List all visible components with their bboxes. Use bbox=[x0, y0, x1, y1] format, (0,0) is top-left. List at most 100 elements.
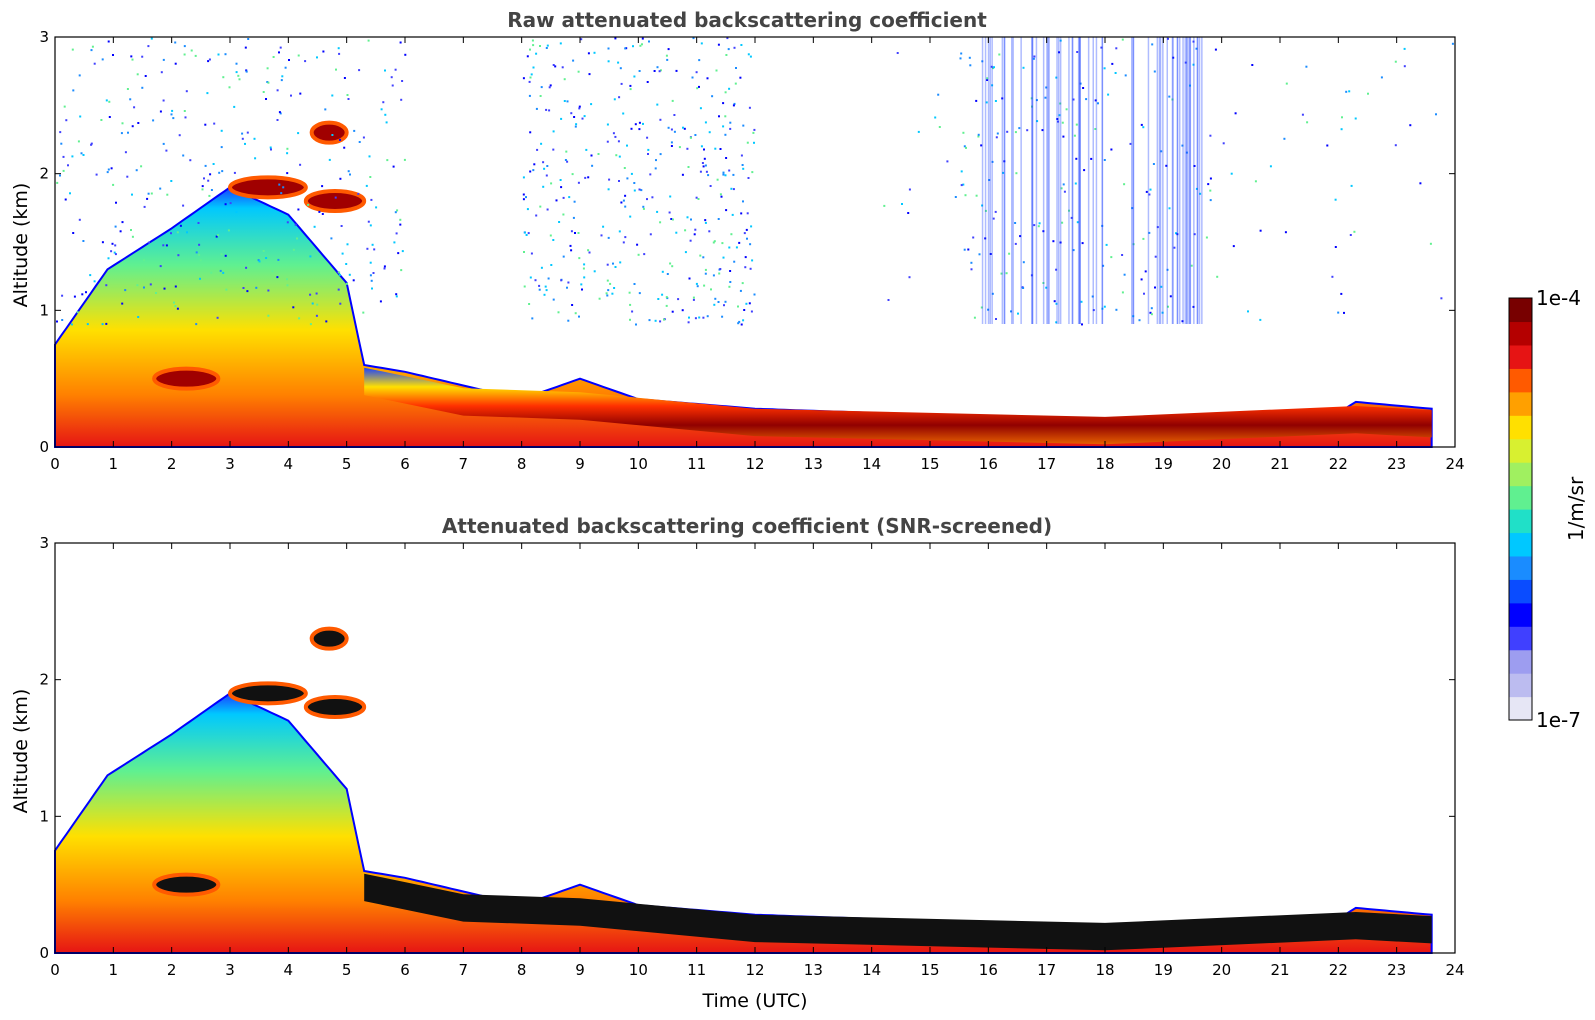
noise-column bbox=[1059, 37, 1062, 324]
noise-pixel bbox=[390, 76, 393, 79]
noise-pixel bbox=[368, 155, 371, 158]
noise-pixel bbox=[725, 209, 728, 212]
x-tick-label: 11 bbox=[687, 961, 706, 979]
x-tick-label: 7 bbox=[459, 455, 469, 473]
noise-pixel bbox=[555, 199, 558, 202]
noise-pixel bbox=[195, 323, 198, 326]
noise-pixel bbox=[174, 41, 177, 44]
noise-pixel bbox=[659, 118, 662, 121]
noise-pixel bbox=[347, 170, 350, 173]
noise-pixel bbox=[670, 128, 673, 131]
noise-pixel bbox=[994, 100, 997, 102]
noise-pixel bbox=[699, 107, 702, 110]
cloud-layer bbox=[152, 872, 221, 897]
noise-pixel bbox=[80, 152, 83, 155]
noise-pixel bbox=[722, 102, 725, 105]
noise-pixel bbox=[669, 262, 672, 265]
noise-pixel bbox=[297, 208, 300, 211]
noise-pixel bbox=[1022, 66, 1025, 69]
noise-pixel bbox=[393, 241, 396, 244]
noise-pixel bbox=[715, 69, 718, 72]
noise-pixel bbox=[646, 81, 649, 83]
noise-column bbox=[1092, 37, 1094, 324]
noise-pixel bbox=[201, 185, 204, 188]
noise-pixel bbox=[346, 94, 349, 96]
noise-pixel bbox=[1171, 98, 1174, 101]
noise-pixel bbox=[667, 126, 670, 129]
noise-pixel bbox=[534, 279, 537, 282]
noise-pixel bbox=[1045, 86, 1048, 89]
noise-pixel bbox=[630, 172, 633, 175]
noise-pixel bbox=[246, 290, 249, 293]
noise-column bbox=[1197, 37, 1199, 324]
noise-pixel bbox=[960, 170, 963, 173]
noise-pixel bbox=[1209, 199, 1212, 202]
noise-pixel bbox=[574, 312, 577, 315]
noise-pixel bbox=[1222, 142, 1225, 145]
noise-pixel bbox=[577, 181, 580, 184]
noise-pixel bbox=[1207, 183, 1210, 186]
noise-pixel bbox=[1114, 72, 1117, 74]
x-tick-label: 19 bbox=[1154, 961, 1173, 979]
noise-pixel bbox=[1121, 291, 1124, 294]
noise-pixel bbox=[742, 124, 745, 127]
noise-pixel bbox=[1160, 150, 1163, 153]
noise-pixel bbox=[90, 49, 93, 52]
noise-pixel bbox=[107, 40, 110, 43]
noise-pixel bbox=[1076, 221, 1079, 224]
noise-pixel bbox=[975, 99, 978, 102]
noise-pixel bbox=[339, 177, 342, 180]
noise-pixel bbox=[1065, 108, 1068, 111]
noise-pixel bbox=[607, 188, 610, 191]
noise-pixel bbox=[1015, 172, 1018, 175]
noise-pixel bbox=[618, 96, 621, 99]
noise-pixel bbox=[613, 98, 616, 101]
noise-pixel bbox=[729, 121, 732, 124]
noise-pixel bbox=[348, 273, 351, 276]
noise-column bbox=[1001, 37, 1004, 324]
noise-pixel bbox=[86, 323, 89, 326]
x-tick-label: 7 bbox=[459, 961, 469, 979]
noise-column bbox=[1196, 37, 1198, 324]
noise-pixel bbox=[748, 302, 751, 305]
noise-pixel bbox=[742, 319, 745, 322]
noise-pixel bbox=[659, 320, 662, 323]
x-tick-label: 6 bbox=[400, 455, 410, 473]
noise-pixel bbox=[713, 240, 716, 243]
noise-pixel bbox=[578, 315, 580, 318]
noise-pixel bbox=[960, 184, 963, 187]
noise-column bbox=[1171, 37, 1174, 324]
noise-pixel bbox=[530, 252, 533, 255]
noise-pixel bbox=[82, 154, 85, 156]
noise-pixel bbox=[1022, 261, 1025, 264]
noise-pixel bbox=[331, 134, 334, 136]
noise-pixel bbox=[267, 81, 270, 84]
noise-pixel bbox=[638, 188, 641, 191]
noise-pixel bbox=[967, 248, 970, 251]
noise-pixel bbox=[702, 316, 705, 319]
noise-pixel bbox=[322, 50, 325, 53]
noise-pixel bbox=[1269, 165, 1272, 168]
noise-pixel bbox=[619, 67, 622, 70]
noise-pixel bbox=[1045, 286, 1048, 289]
noise-pixel bbox=[208, 58, 211, 61]
noise-pixel bbox=[176, 307, 179, 310]
noise-pixel bbox=[583, 115, 586, 118]
noise-pixel bbox=[1209, 134, 1212, 137]
colorbar-max-label: 1e-4 bbox=[1536, 286, 1581, 310]
noise-pixel bbox=[225, 288, 228, 291]
noise-pixel bbox=[286, 221, 289, 224]
noise-pixel bbox=[1305, 65, 1308, 68]
noise-pixel bbox=[581, 288, 583, 291]
noise-pixel bbox=[577, 70, 580, 73]
noise-pixel bbox=[309, 323, 312, 326]
noise-pixel bbox=[666, 58, 669, 61]
noise-pixel bbox=[70, 323, 73, 326]
colorbar-swatch bbox=[1509, 344, 1532, 369]
noise-pixel bbox=[1083, 169, 1086, 172]
noise-pixel bbox=[673, 114, 676, 116]
noise-pixel bbox=[1055, 76, 1058, 79]
noise-pixel bbox=[375, 206, 378, 209]
noise-pixel bbox=[569, 244, 572, 247]
noise-pixel bbox=[607, 47, 610, 50]
